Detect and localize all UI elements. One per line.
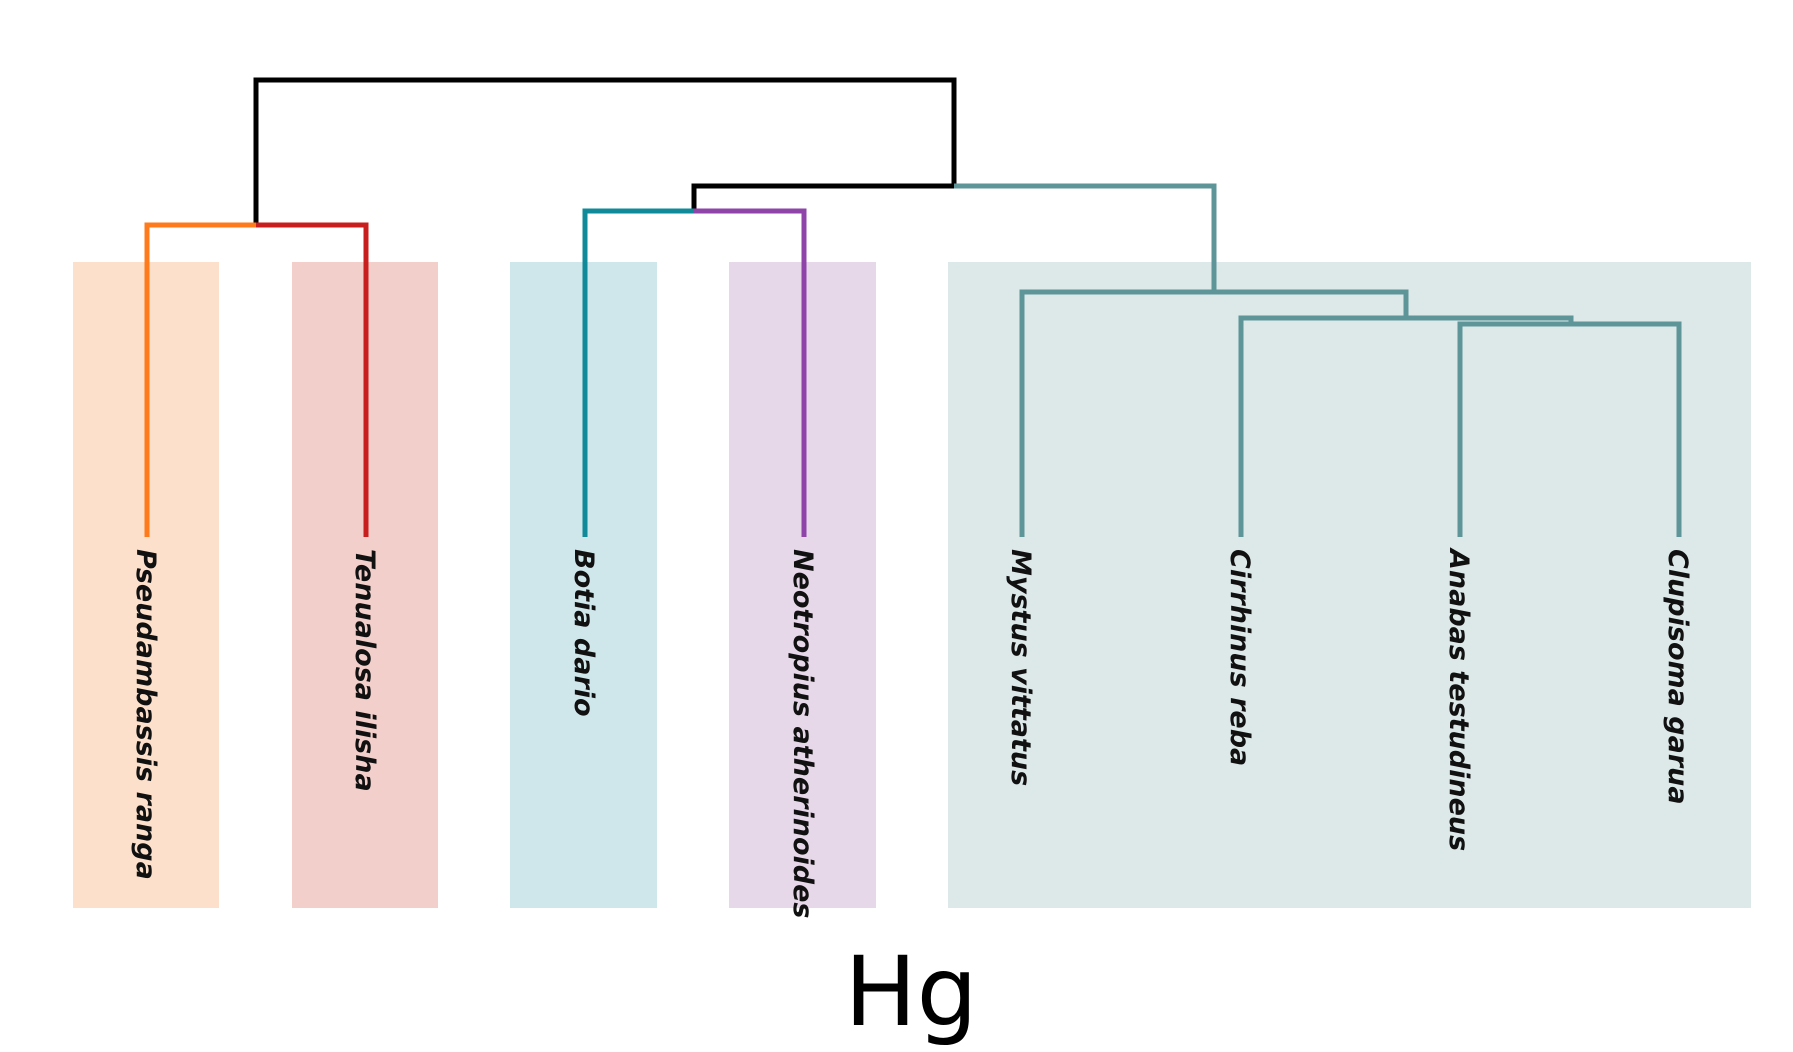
- leaf-label-botia-dario: Botia dario: [568, 549, 599, 717]
- branch-tenualosa: [256, 222, 369, 537]
- root-branch: [253, 77, 957, 225]
- inner-node-branch: [691, 183, 954, 211]
- group-background-5: [948, 262, 1751, 908]
- leaf-labels: Pseudambassis ranga Tenualosa ilisha Botia…: [130, 547, 1693, 918]
- branch-pseudambassis: [144, 222, 256, 537]
- leaf-label-tenualosa-ilisha: Tenualosa ilisha: [349, 549, 380, 792]
- branch-botia: [582, 208, 694, 537]
- branches: [144, 77, 1682, 537]
- branch-cirrhinus-node: [1238, 315, 1574, 537]
- leaf-label-pseudambassis-ranga: Pseudambassis ranga: [130, 549, 161, 880]
- figure-caption: Hg: [844, 936, 977, 1048]
- branch-neotropius: [694, 208, 807, 537]
- leaf-label-clupisoma-garua: Clupisoma garua: [1662, 549, 1693, 805]
- leaf-label-neotropius-atherinoides: Neotropius atherinoides: [787, 549, 818, 918]
- branch-anabas-clupisoma: [1457, 321, 1682, 537]
- group-backgrounds: [73, 262, 1751, 908]
- leaf-label-mystus-vittatus: Mystus vittatus: [1005, 549, 1036, 786]
- leaf-label-anabas-testudineus: Anabas testudineus: [1443, 547, 1474, 851]
- branch-mystus-node: [1019, 289, 1409, 537]
- leaf-label-cirrhinus-reba: Cirrhinus reba: [1224, 549, 1255, 766]
- branch-large-clade: [954, 183, 1217, 292]
